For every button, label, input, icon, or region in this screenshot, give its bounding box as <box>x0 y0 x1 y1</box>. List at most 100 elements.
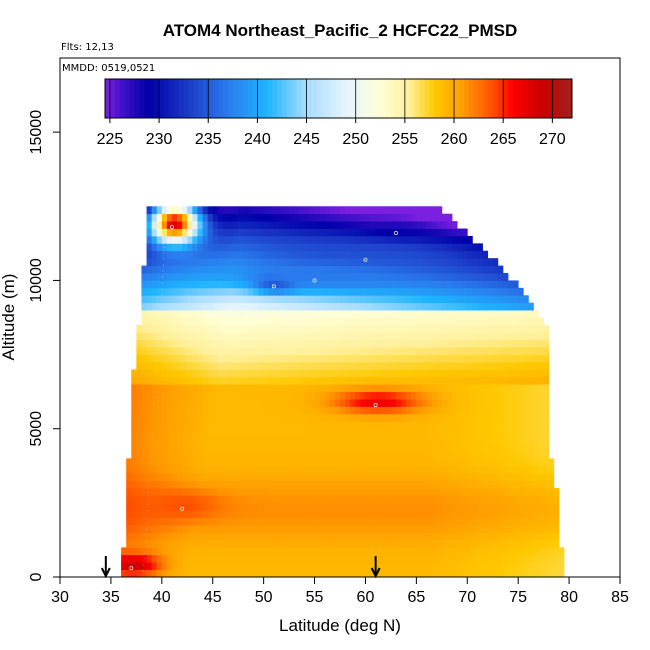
heatmap-cell <box>411 465 417 474</box>
heatmap-cell <box>345 287 351 296</box>
heatmap-cell <box>253 273 259 281</box>
heatmap-cell <box>477 332 483 341</box>
heatmap-cell <box>385 235 392 244</box>
heatmap-cell <box>487 391 494 400</box>
heatmap-cell <box>238 480 244 489</box>
heatmap-cell <box>263 273 270 281</box>
heatmap-cell <box>477 510 483 519</box>
heatmap-cell <box>482 480 489 489</box>
heatmap-cell <box>202 361 209 370</box>
heatmap-cell <box>518 539 524 548</box>
heatmap-cell <box>238 295 244 304</box>
heatmap-cell <box>304 243 310 252</box>
heatmap-cell <box>528 525 534 533</box>
heatmap-cell <box>365 302 371 311</box>
heatmap-cell <box>370 221 377 229</box>
heatmap-cell <box>482 287 489 296</box>
heatmap-cell <box>401 502 407 511</box>
heatmap-cell <box>212 339 219 348</box>
heatmap-cell <box>502 562 509 570</box>
heatmap-cell <box>508 495 514 504</box>
heatmap-cell <box>202 265 209 274</box>
colorbar-segment <box>139 79 145 118</box>
heatmap-cell <box>350 295 356 304</box>
heatmap-cell <box>360 532 366 541</box>
heatmap-cell <box>380 221 387 229</box>
heatmap-cell <box>217 391 224 400</box>
heatmap-cell <box>278 361 285 370</box>
heatmap-cell <box>370 302 377 311</box>
heatmap-cell <box>462 562 468 570</box>
heatmap-cell <box>441 436 448 444</box>
heatmap-cell <box>166 510 173 519</box>
heatmap-cell <box>533 450 539 459</box>
heatmap-cell <box>431 547 438 556</box>
heatmap-cell <box>340 562 346 570</box>
heatmap-cell <box>411 443 417 452</box>
colorbar-segment <box>237 79 244 118</box>
heatmap-cell <box>177 213 183 222</box>
heatmap-cell <box>253 436 259 444</box>
heatmap-cell <box>217 495 224 504</box>
heatmap-cell <box>243 539 249 548</box>
heatmap-cell <box>309 258 315 266</box>
heatmap-cell <box>299 273 305 281</box>
heatmap-cell <box>345 324 351 333</box>
heatmap-cell <box>380 532 387 541</box>
heatmap-cell <box>406 517 412 526</box>
heatmap-cell <box>365 421 371 430</box>
heatmap-cell <box>329 547 336 556</box>
heatmap-cell <box>324 539 331 548</box>
heatmap-cell <box>324 465 331 474</box>
heatmap-cell <box>212 428 219 437</box>
heatmap-cell <box>136 539 142 548</box>
heatmap-cell <box>467 495 473 504</box>
heatmap-cell <box>187 221 193 229</box>
heatmap-cell <box>340 221 346 229</box>
heatmap-cell <box>462 361 468 370</box>
heatmap-cell <box>212 221 219 229</box>
heatmap-cell <box>314 302 321 311</box>
x-tick-label: 70 <box>458 589 476 606</box>
heatmap-cell <box>222 235 229 244</box>
heatmap-cell <box>319 421 326 430</box>
x-tick-label: 35 <box>102 589 120 606</box>
heatmap-cell <box>222 391 229 400</box>
heatmap-cell <box>217 243 224 252</box>
colorbar-segment <box>232 79 239 118</box>
heatmap-cell <box>406 347 412 355</box>
heatmap-cell <box>543 391 550 400</box>
heatmap-cell <box>441 273 448 281</box>
heatmap-cell <box>319 525 326 533</box>
heatmap-cell <box>421 532 427 541</box>
heatmap-cell <box>156 436 163 444</box>
heatmap-cell <box>273 258 280 266</box>
heatmap-cell <box>182 347 188 355</box>
heatmap-cell <box>416 495 422 504</box>
heatmap-cell <box>202 317 209 326</box>
heatmap-cell <box>278 495 285 504</box>
heatmap-cell <box>406 243 412 252</box>
heatmap-cell <box>304 554 310 563</box>
heatmap-cell <box>487 295 494 304</box>
heatmap-cell <box>340 347 346 355</box>
heatmap-cell <box>457 235 463 244</box>
heatmap-cell <box>299 562 305 570</box>
heatmap-cell <box>222 502 229 511</box>
heatmap-cell <box>228 258 234 266</box>
heatmap-cell <box>207 450 214 459</box>
heatmap-cell <box>268 532 275 541</box>
heatmap-cell <box>467 436 473 444</box>
heatmap-cell <box>411 554 417 563</box>
heatmap-cell <box>411 399 417 407</box>
heatmap-cell <box>370 332 377 341</box>
heatmap-cell <box>355 347 361 355</box>
heatmap-cell <box>248 310 254 318</box>
heatmap-cell <box>233 384 239 393</box>
heatmap-cell <box>452 517 458 526</box>
heatmap-cell <box>487 332 494 341</box>
heatmap-cell <box>396 302 402 311</box>
heatmap-cell <box>462 428 468 437</box>
heatmap-cell <box>284 324 290 333</box>
heatmap-cell <box>294 258 300 266</box>
